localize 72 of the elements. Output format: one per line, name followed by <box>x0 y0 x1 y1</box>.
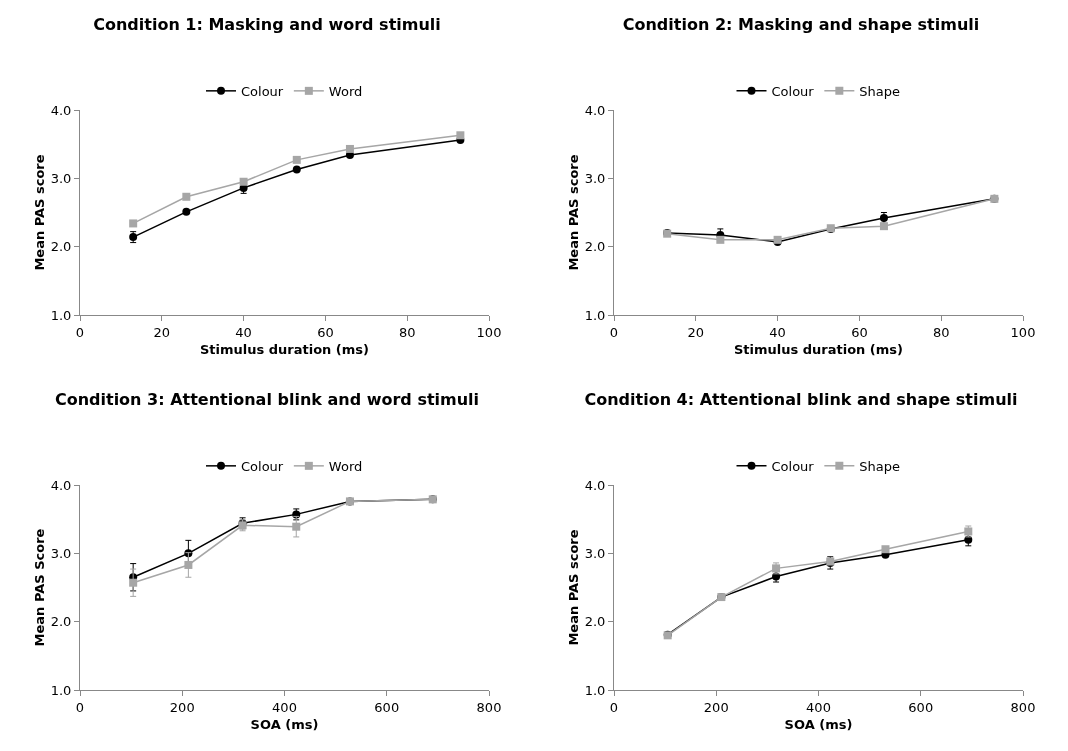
point <box>182 207 191 216</box>
y-tick-label: 4.0 <box>50 477 72 493</box>
y-axis-title: Mean PAS score <box>32 154 47 271</box>
legend-label: Colour <box>771 83 815 99</box>
chart-title: Condition 4: Attentional blink and shape stimuli <box>584 389 1018 409</box>
x-tick-label: 800 <box>476 699 502 715</box>
y-tick-label: 4.0 <box>584 102 606 118</box>
x-tick-label: 0 <box>75 699 85 715</box>
chart-title: Condition 3: Attentional blink and word stimuli <box>54 389 480 409</box>
point <box>129 219 138 228</box>
y-tick-label: 2.0 <box>584 239 606 255</box>
legend-label: Shape <box>859 83 901 99</box>
x-tick-label: 40 <box>769 324 786 340</box>
x-tick-label: 80 <box>932 324 950 340</box>
x-tick-label: 20 <box>687 324 705 340</box>
x-tick-label: 20 <box>153 324 171 340</box>
legend-label: Word <box>328 83 363 99</box>
point <box>292 165 301 174</box>
y-tick-label: 2.0 <box>50 239 72 255</box>
point <box>292 522 301 531</box>
y-tick-label: 3.0 <box>584 170 606 186</box>
y-tick-label: 4.0 <box>584 477 606 493</box>
chart-title: Condition 2: Masking and shape stimuli <box>622 14 980 34</box>
x-axis-title: SOA (ms) <box>784 717 853 733</box>
x-tick-label: 400 <box>806 699 831 715</box>
x-tick-label: 0 <box>609 699 619 715</box>
x-tick-label: 0 <box>75 324 85 340</box>
legend-label: Word <box>328 458 363 474</box>
x-axis-title: Stimulus duration (ms) <box>733 342 904 358</box>
y-tick-label: 3.0 <box>50 545 72 561</box>
y-tick-label: 1.0 <box>50 682 72 698</box>
y-tick-label: 1.0 <box>584 307 606 323</box>
x-tick-label: 200 <box>703 699 729 715</box>
y-axis-title: Mean PAS Score <box>32 528 47 647</box>
x-tick-label: 600 <box>374 699 400 715</box>
legend-label: Colour <box>771 458 815 474</box>
x-axis-title: SOA (ms) <box>250 717 319 733</box>
point <box>239 177 248 186</box>
x-tick-label: 100 <box>1010 324 1036 340</box>
x-tick-label: 60 <box>851 324 868 340</box>
point <box>129 578 138 587</box>
point <box>716 235 725 244</box>
x-tick-label: 200 <box>169 699 195 715</box>
chart-title: Condition 1: Masking and word stimuli <box>93 14 441 34</box>
point <box>456 131 465 140</box>
x-axis-title: Stimulus duration (ms) <box>199 342 370 358</box>
y-tick-label: 3.0 <box>584 545 606 561</box>
legend-label: Colour <box>241 458 284 474</box>
legend-label: Colour <box>241 83 284 99</box>
point <box>184 560 193 569</box>
x-tick-label: 800 <box>1010 699 1036 715</box>
x-tick-label: 100 <box>476 324 502 340</box>
y-tick-label: 2.0 <box>50 614 72 630</box>
y-axis-title: Mean PAS score <box>566 154 581 271</box>
x-tick-label: 80 <box>398 324 416 340</box>
y-tick-label: 3.0 <box>50 170 72 186</box>
x-tick-label: 60 <box>317 324 334 340</box>
point <box>345 144 354 153</box>
y-tick-label: 4.0 <box>50 102 72 118</box>
point <box>292 155 301 164</box>
point <box>182 192 191 201</box>
legend-label: Shape <box>859 458 901 474</box>
point <box>881 545 890 554</box>
y-axis-title: Mean PAS score <box>566 529 581 646</box>
point <box>879 222 888 231</box>
y-tick-label: 1.0 <box>50 307 72 323</box>
x-tick-label: 40 <box>235 324 252 340</box>
y-tick-label: 2.0 <box>584 614 606 630</box>
x-tick-label: 600 <box>908 699 934 715</box>
y-tick-label: 1.0 <box>584 682 606 698</box>
x-tick-label: 400 <box>272 699 297 715</box>
x-tick-label: 0 <box>609 324 619 340</box>
